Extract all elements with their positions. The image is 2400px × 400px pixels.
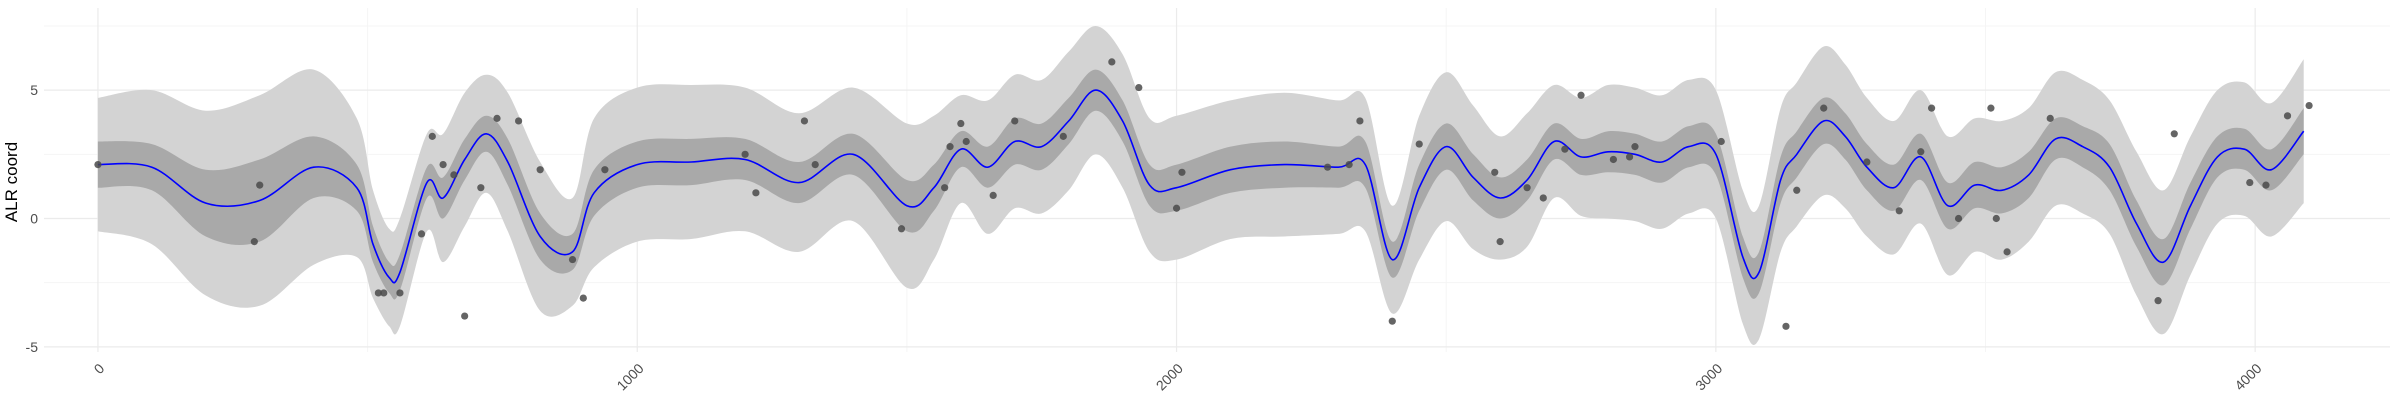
data-point: [1631, 143, 1639, 151]
data-point: [1415, 140, 1423, 148]
y-tick-label: -5: [26, 339, 39, 355]
x-tick-label: 0: [91, 360, 108, 377]
data-point: [477, 184, 485, 192]
data-point: [957, 119, 965, 128]
data-point: [450, 171, 458, 179]
data-point: [2305, 101, 2313, 110]
y-tick-label: 5: [30, 82, 38, 98]
data-point: [1388, 317, 1396, 325]
data-point: [94, 160, 102, 169]
data-point: [568, 255, 577, 264]
x-tick-label: 1000: [613, 360, 646, 393]
data-point: [380, 289, 388, 297]
data-point: [2170, 130, 2178, 138]
data-point: [1987, 104, 1995, 112]
data-point: [1793, 186, 1801, 194]
data-point: [250, 238, 258, 246]
y-axis-ticks: -5 0 5: [26, 82, 39, 355]
data-point: [374, 289, 382, 297]
data-point: [1523, 184, 1531, 192]
data-point: [1561, 145, 1569, 153]
data-point: [811, 160, 819, 169]
data-point: [1539, 194, 1547, 202]
data-point: [1108, 58, 1116, 66]
data-point: [1917, 148, 1925, 156]
data-point: [536, 166, 544, 174]
data-point: [741, 150, 749, 158]
data-point: [941, 184, 949, 192]
data-point: [493, 114, 501, 122]
data-point: [1609, 155, 1617, 164]
data-point: [2246, 178, 2254, 187]
data-point: [1927, 104, 1936, 112]
data-point: [1172, 204, 1181, 212]
data-point: [1625, 153, 1634, 161]
data-point: [1491, 168, 1499, 176]
data-point: [461, 312, 469, 320]
data-point: [989, 191, 997, 200]
data-point: [1717, 137, 1725, 146]
data-point: [2283, 112, 2292, 120]
inner-credible-band: [97, 69, 2304, 300]
x-tick-label: 3000: [1692, 360, 1725, 393]
data-point: [1011, 117, 1019, 125]
x-tick-label: 4000: [2231, 360, 2264, 393]
x-tick-label: 2000: [1153, 360, 1186, 393]
data-point: [514, 117, 523, 125]
data-point: [1345, 160, 1353, 169]
data-point: [800, 117, 809, 125]
data-point: [2154, 297, 2162, 305]
data-point: [2262, 181, 2270, 189]
data-point: [417, 230, 426, 238]
data-point: [752, 189, 760, 197]
data-point: [962, 137, 970, 146]
y-tick-label: 0: [30, 211, 38, 227]
data-point: [439, 160, 447, 169]
data-point: [1863, 158, 1871, 166]
data-point: [1059, 132, 1067, 140]
data-point: [1356, 117, 1364, 125]
data-point: [1178, 168, 1186, 176]
data-point: [1577, 91, 1585, 99]
data-point: [579, 294, 587, 302]
data-point: [1782, 322, 1790, 330]
data-point: [1895, 207, 1903, 215]
data-point: [1992, 214, 2000, 223]
data-point: [428, 132, 436, 140]
posterior-mean-line: [97, 89, 2305, 284]
data-point: [396, 289, 404, 297]
data-point: [1820, 104, 1828, 112]
data-point: [2003, 248, 2011, 256]
data-point: [1135, 83, 1143, 92]
data-point: [946, 143, 954, 151]
data-point: [1954, 214, 1963, 223]
data-point: [897, 225, 906, 233]
data-point: [1496, 238, 1504, 246]
x-axis-ticks: 0 1000 2000 3000 4000: [91, 360, 2265, 393]
data-point: [2046, 114, 2054, 122]
observed-points: [94, 58, 2313, 330]
y-axis-title: ALR coord: [2, 142, 21, 222]
data-point: [256, 181, 264, 189]
data-point: [1323, 163, 1332, 171]
data-point: [601, 166, 609, 174]
